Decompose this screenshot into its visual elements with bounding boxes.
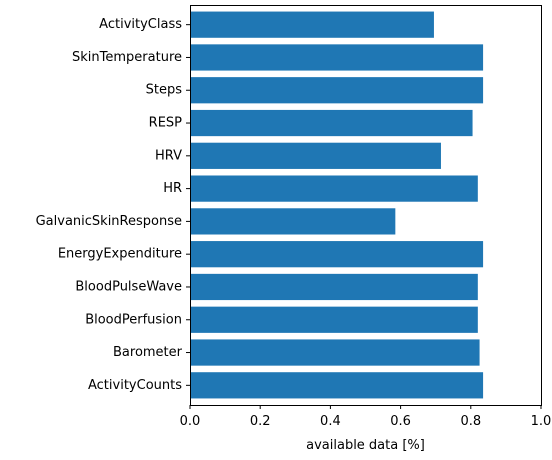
y-tick-label: ActivityClass	[99, 17, 182, 32]
bar-RESP	[190, 109, 473, 137]
y-tick-label: GalvanicSkinResponse	[36, 214, 182, 229]
x-tick-label: 0.8	[460, 414, 481, 429]
bar-BloodPerfusion	[190, 306, 478, 333]
y-tick-label: RESP	[149, 116, 182, 131]
y-tick-label: BloodPulseWave	[75, 279, 182, 294]
x-axis-label: available data [%]	[306, 438, 425, 453]
bar-BloodPulseWave	[190, 273, 478, 301]
bar-SkinTemperature	[190, 44, 484, 71]
x-tick-label: 0.2	[250, 414, 271, 429]
bar-HRV	[190, 142, 441, 169]
y-tick-label: EnergyExpenditure	[58, 247, 182, 262]
bar-ActivityCounts	[190, 372, 484, 399]
bars-group	[190, 11, 484, 399]
y-tick-label: ActivityCounts	[88, 378, 182, 393]
bar-GalvanicSkinResponse	[190, 208, 396, 235]
plot-frame	[190, 5, 542, 406]
y-tick-label: HRV	[155, 148, 182, 163]
x-tick-label: 0.4	[320, 414, 341, 429]
bar-EnergyExpenditure	[190, 241, 484, 268]
bar-Barometer	[190, 339, 480, 366]
bar-Steps	[190, 77, 484, 104]
bar-HR	[190, 175, 478, 202]
y-tick-label: Barometer	[113, 345, 183, 360]
y-axis-ticks: ActivityClass SkinTemperature Steps RESP HRV…	[36, 17, 190, 393]
bar-ActivityClass	[190, 11, 434, 38]
x-tick-label: 0.6	[390, 414, 411, 429]
y-tick-label: BloodPerfusion	[85, 312, 182, 327]
x-axis-ticks: 0.0 0.2 0.4 0.6 0.8 1.0	[180, 405, 552, 429]
x-tick-label: 0.0	[180, 414, 201, 429]
y-tick-label: SkinTemperature	[72, 50, 182, 65]
y-tick-label: Steps	[146, 83, 183, 98]
x-tick-label: 1.0	[531, 414, 552, 429]
y-tick-label: HR	[163, 181, 182, 196]
